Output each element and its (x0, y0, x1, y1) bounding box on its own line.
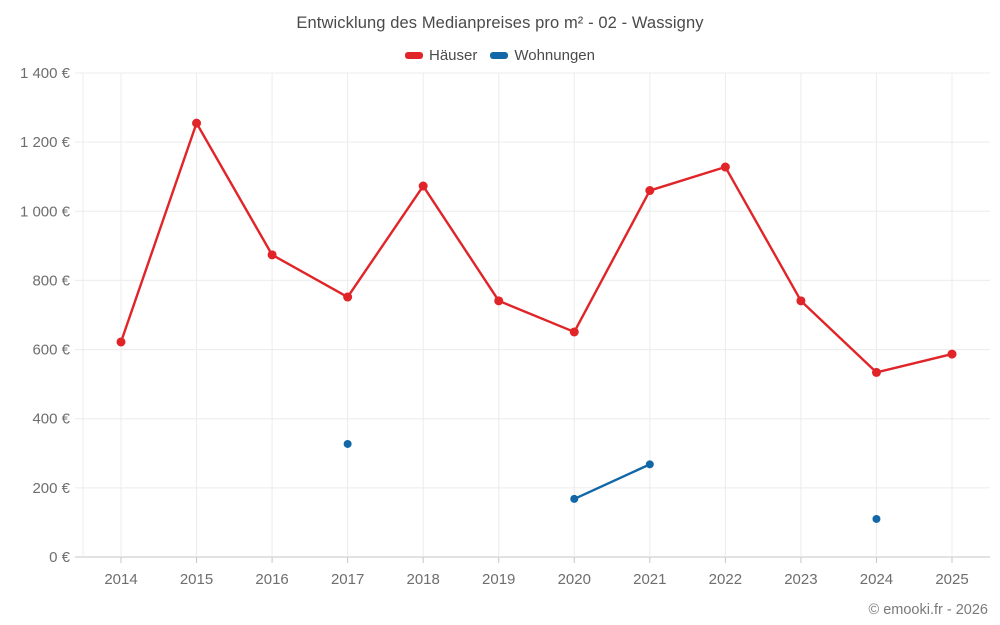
wohnungen-point-2017[interactable] (343, 439, 352, 448)
haeuser-point-2016[interactable] (267, 250, 277, 260)
haeuser-point-2015[interactable] (192, 118, 202, 128)
haeuser-point-2021[interactable] (645, 186, 655, 196)
x-tick-label: 2023 (784, 571, 817, 588)
haeuser-point-2018[interactable] (418, 181, 428, 191)
x-tick-label: 2016 (255, 571, 288, 588)
y-tick-label: 200 € (32, 480, 70, 497)
chart-title: Entwicklung des Medianpreises pro m² - 0… (296, 14, 704, 32)
y-tick-label: 600 € (32, 342, 70, 359)
haeuser-point-2020[interactable] (569, 327, 579, 337)
wohnungen-point-2021[interactable] (645, 460, 654, 469)
haeuser-line (119, 121, 954, 374)
legend-item-wohnungen[interactable]: Wohnungen (490, 47, 595, 64)
y-tick-label: 1 000 € (20, 203, 71, 220)
x-tick-label: 2015 (180, 571, 213, 588)
x-tick-label: 2021 (633, 571, 666, 588)
y-tick-label: 1 200 € (20, 134, 71, 151)
copyright-note: © emooki.fr - 2026 (868, 602, 988, 618)
wohnungen-point-2024[interactable] (872, 514, 881, 523)
haeuser-legend-label: Häuser (429, 47, 478, 64)
legend-item-haeuser[interactable]: Häuser (405, 47, 477, 64)
wohnungen-legend-swatch-icon (490, 52, 509, 59)
haeuser-point-2024[interactable] (871, 367, 881, 377)
haeuser-point-2019[interactable] (494, 296, 504, 306)
haeuser-point-2017[interactable] (343, 292, 353, 302)
x-tick-label: 2014 (104, 571, 137, 588)
haeuser-point-2014[interactable] (116, 337, 126, 347)
x-tick-label: 2024 (860, 571, 893, 588)
wohnungen-legend-label: Wohnungen (514, 47, 595, 64)
y-tick-label: 400 € (32, 411, 70, 428)
y-tick-label: 0 € (49, 549, 71, 566)
haeuser-point-2022[interactable] (720, 162, 730, 172)
x-tick-label: 2025 (935, 571, 968, 588)
haeuser-point-2025[interactable] (947, 349, 957, 359)
x-tick-label: 2020 (558, 571, 591, 588)
haeuser-legend-swatch-icon (405, 52, 423, 59)
y-tick-label: 800 € (32, 272, 70, 289)
x-tick-label: 2019 (482, 571, 515, 588)
x-tick-label: 2017 (331, 571, 364, 588)
x-tick-label: 2022 (709, 571, 742, 588)
haeuser-point-2023[interactable] (796, 296, 806, 306)
y-tick-label: 1 400 € (20, 65, 71, 82)
chart-legend: Häuser Wohnungen (0, 47, 1000, 64)
wohnungen-point-2020[interactable] (570, 494, 579, 503)
x-tick-label: 2018 (406, 571, 439, 588)
wohnungen-line (573, 463, 652, 501)
